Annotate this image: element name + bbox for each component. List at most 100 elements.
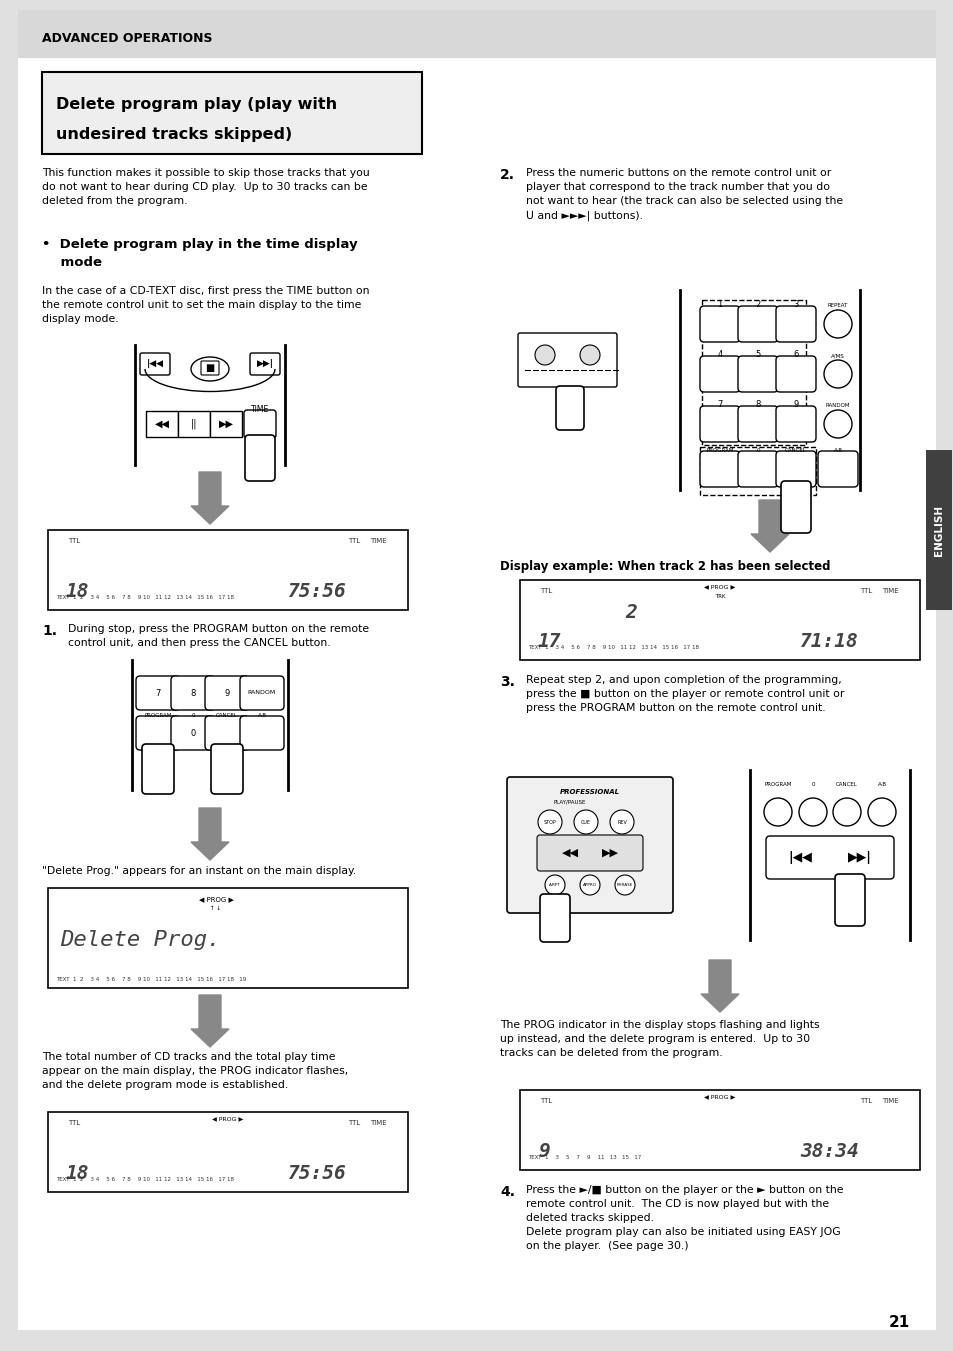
Text: TIME: TIME: [882, 1098, 898, 1104]
Circle shape: [609, 811, 634, 834]
Circle shape: [823, 309, 851, 338]
FancyBboxPatch shape: [244, 409, 275, 438]
FancyBboxPatch shape: [506, 777, 672, 913]
Text: The total number of CD tracks and the total play time
appear on the main display: The total number of CD tracks and the to…: [42, 1052, 348, 1090]
Text: TRK: TRK: [714, 594, 724, 598]
Circle shape: [799, 798, 826, 825]
FancyBboxPatch shape: [781, 481, 810, 534]
Text: ENGLISH: ENGLISH: [933, 504, 943, 555]
Text: 1: 1: [717, 300, 721, 309]
FancyBboxPatch shape: [136, 676, 180, 711]
Text: ◀ PROG ▶: ◀ PROG ▶: [198, 896, 233, 902]
Circle shape: [763, 798, 791, 825]
Text: APPRO: APPRO: [582, 884, 597, 888]
Text: 71:18: 71:18: [800, 632, 858, 651]
Text: ◀ PROG ▶: ◀ PROG ▶: [703, 584, 735, 589]
Text: 0: 0: [191, 713, 194, 717]
Text: Display example: When track 2 has been selected: Display example: When track 2 has been s…: [499, 561, 830, 573]
Circle shape: [615, 875, 635, 894]
FancyBboxPatch shape: [925, 450, 951, 611]
Text: 0: 0: [756, 449, 759, 453]
Text: In the case of a CD-TEXT disc, first press the TIME button on
the remote control: In the case of a CD-TEXT disc, first pre…: [42, 286, 369, 324]
FancyBboxPatch shape: [240, 676, 284, 711]
Text: •  Delete program play in the time display
    mode: • Delete program play in the time displa…: [42, 238, 357, 269]
Text: STOP: STOP: [543, 820, 556, 824]
Text: 75:56: 75:56: [288, 1165, 346, 1183]
Text: Press the ►/■ button on the player or the ► button on the
remote control unit.  : Press the ►/■ button on the player or th…: [525, 1185, 842, 1251]
FancyBboxPatch shape: [136, 716, 180, 750]
Text: A.RPT: A.RPT: [549, 884, 560, 888]
Text: 0: 0: [191, 728, 195, 738]
Text: 9: 9: [224, 689, 230, 697]
Text: TTL: TTL: [68, 1120, 80, 1125]
Circle shape: [832, 798, 861, 825]
FancyBboxPatch shape: [18, 9, 935, 1329]
Circle shape: [544, 875, 564, 894]
Text: This function makes it possible to skip those tracks that you
do not want to hea: This function makes it possible to skip …: [42, 168, 370, 205]
Text: Press the numeric buttons on the remote control unit or
player that correspond t: Press the numeric buttons on the remote …: [525, 168, 842, 220]
Text: 2: 2: [624, 603, 636, 621]
Text: TIME: TIME: [370, 538, 386, 544]
Text: ◀◀: ◀◀: [561, 848, 578, 858]
FancyBboxPatch shape: [700, 305, 740, 342]
Text: 18: 18: [66, 582, 90, 601]
Text: 7: 7: [155, 689, 160, 697]
Text: ▶▶: ▶▶: [218, 419, 233, 430]
Text: 18: 18: [66, 1165, 90, 1183]
FancyArrow shape: [191, 471, 229, 524]
FancyArrow shape: [191, 994, 229, 1047]
Text: CUE: CUE: [580, 820, 590, 824]
FancyBboxPatch shape: [171, 716, 214, 750]
FancyBboxPatch shape: [519, 1090, 919, 1170]
Text: ↑ ↓: ↑ ↓: [211, 907, 221, 911]
Text: Delete program play (play with: Delete program play (play with: [56, 97, 336, 112]
Text: 17: 17: [537, 632, 561, 651]
Text: 9: 9: [793, 400, 798, 409]
FancyBboxPatch shape: [146, 411, 178, 436]
Circle shape: [535, 345, 555, 365]
Text: TEXT  1    3 4    5 6    7 8    9 10   11 12   13 14   15 16   17 18: TEXT 1 3 4 5 6 7 8 9 10 11 12 13 14 15 1…: [527, 644, 699, 650]
Text: TTL: TTL: [859, 1098, 871, 1104]
Text: TTL: TTL: [859, 588, 871, 594]
Text: 8: 8: [755, 400, 760, 409]
Text: ◀ PROG ▶: ◀ PROG ▶: [703, 1094, 735, 1098]
FancyBboxPatch shape: [700, 357, 740, 392]
Text: 3: 3: [793, 300, 798, 309]
Text: ■: ■: [205, 363, 214, 373]
FancyBboxPatch shape: [765, 836, 893, 880]
Text: PROFESSIONAL: PROFESSIONAL: [559, 789, 619, 794]
Circle shape: [579, 875, 599, 894]
Text: 2.: 2.: [499, 168, 515, 182]
Text: A-B: A-B: [877, 782, 885, 788]
Text: 4: 4: [717, 350, 721, 359]
Text: PHRASE: PHRASE: [617, 884, 633, 888]
Text: ◀ PROG ▶: ◀ PROG ▶: [213, 1116, 243, 1121]
FancyBboxPatch shape: [18, 9, 935, 58]
FancyBboxPatch shape: [140, 353, 170, 376]
Text: TEXT  1    3    5    7    9    11   13   15   17: TEXT 1 3 5 7 9 11 13 15 17: [527, 1155, 640, 1161]
Text: TEXT  1  2    3 4    5 6    7 8    9 10   11 12   13 14   15 16   17 18: TEXT 1 2 3 4 5 6 7 8 9 10 11 12 13 14 15…: [56, 594, 233, 600]
Text: PROGRAM: PROGRAM: [705, 449, 733, 453]
Text: |◀◀: |◀◀: [147, 359, 163, 369]
Text: 8: 8: [190, 689, 195, 697]
FancyBboxPatch shape: [775, 407, 815, 442]
Text: 9: 9: [537, 1142, 549, 1161]
Text: ▶▶|: ▶▶|: [256, 359, 274, 369]
FancyBboxPatch shape: [245, 435, 274, 481]
Text: During stop, press the PROGRAM button on the remote
control unit, and then press: During stop, press the PROGRAM button on…: [68, 624, 369, 648]
FancyArrow shape: [750, 500, 788, 553]
Text: Delete Prog.: Delete Prog.: [60, 929, 220, 950]
Text: 6: 6: [793, 350, 798, 359]
FancyBboxPatch shape: [738, 357, 778, 392]
FancyArrow shape: [700, 961, 739, 1012]
Text: TIME: TIME: [370, 1120, 386, 1125]
FancyBboxPatch shape: [700, 407, 740, 442]
FancyBboxPatch shape: [205, 716, 249, 750]
Text: undesired tracks skipped): undesired tracks skipped): [56, 127, 292, 142]
FancyBboxPatch shape: [539, 894, 569, 942]
Text: 3.: 3.: [499, 676, 515, 689]
FancyArrow shape: [191, 808, 229, 861]
FancyBboxPatch shape: [201, 361, 219, 376]
Text: 2: 2: [755, 300, 760, 309]
Text: 21: 21: [888, 1315, 909, 1329]
